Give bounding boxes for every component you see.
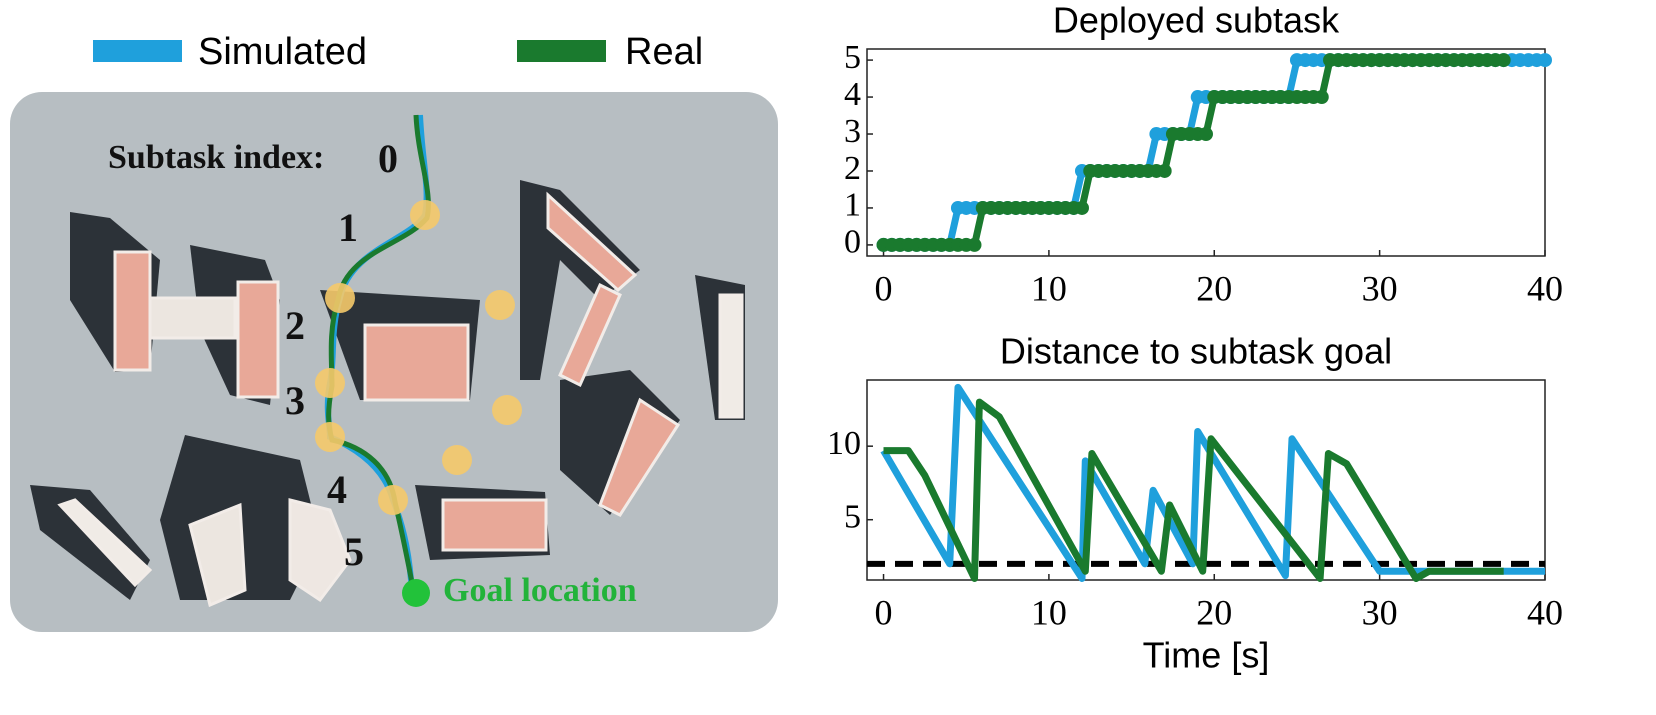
index-number: 2 [285, 303, 305, 348]
plot-frame [867, 49, 1545, 256]
x-tick-label: 0 [875, 268, 893, 308]
legend-swatch [93, 40, 182, 62]
legend-label: Simulated [198, 31, 367, 73]
x-tick-label: 30 [1362, 268, 1398, 308]
x-tick-label: 40 [1527, 268, 1563, 308]
series-marker [1158, 164, 1172, 178]
series-line [884, 60, 1504, 245]
x-tick-label: 10 [1031, 592, 1067, 632]
chart-title: Deployed subtask [1053, 0, 1340, 41]
y-tick-label: 4 [844, 76, 861, 113]
chart-title: Distance to subtask goal [1000, 331, 1392, 372]
series-marker [967, 238, 981, 252]
figure: Simulated Real [0, 0, 1656, 715]
series-line [884, 387, 1546, 578]
x-tick-label: 20 [1196, 268, 1232, 308]
index-number: 5 [344, 529, 364, 574]
legend-label: Real [625, 31, 703, 73]
legend-swatch [517, 40, 606, 62]
index-number: 4 [327, 467, 347, 512]
y-tick-label: 5 [844, 499, 861, 536]
y-tick-label: 2 [844, 150, 861, 187]
series-marker [1538, 53, 1552, 67]
x-axis-label: Time [s] [1143, 635, 1270, 676]
index-label: Subtask index: [108, 139, 324, 176]
series-marker [1199, 127, 1213, 141]
y-tick-label: 1 [844, 187, 861, 224]
y-tick-label: 5 [844, 39, 861, 76]
x-tick-label: 0 [875, 592, 893, 632]
y-tick-label: 0 [844, 224, 861, 261]
x-tick-label: 20 [1196, 592, 1232, 632]
legend: Simulated Real [93, 31, 703, 73]
index-number: 0 [378, 136, 398, 181]
map: Subtask index: 0 1 2 3 4 5 Goal location [10, 92, 778, 632]
goal-label: Goal location [443, 572, 637, 609]
series-marker [1315, 90, 1329, 104]
x-tick-label: 40 [1527, 592, 1563, 632]
series-marker [1497, 53, 1511, 67]
goal-marker [402, 579, 430, 607]
y-tick-label: 3 [844, 113, 861, 150]
index-number: 1 [338, 205, 358, 250]
x-tick-label: 30 [1362, 592, 1398, 632]
index-number: 3 [285, 378, 305, 423]
series-marker [1075, 201, 1089, 215]
y-tick-label: 10 [827, 425, 861, 462]
x-tick-label: 10 [1031, 268, 1067, 308]
